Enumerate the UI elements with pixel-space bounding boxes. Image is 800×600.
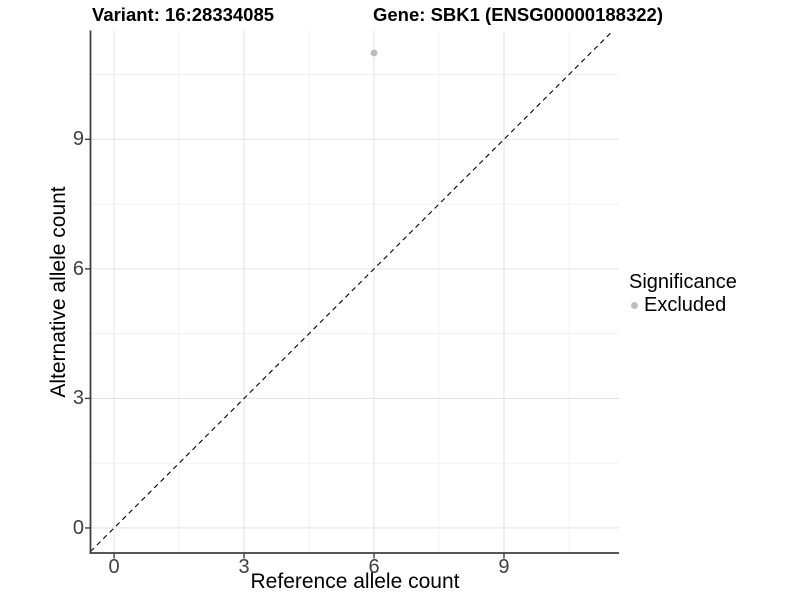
y-tick-label: 6 <box>72 257 84 280</box>
x-tick-label: 3 <box>238 556 250 578</box>
identity-reference-line <box>90 30 614 552</box>
variant-title: Variant: 16:28334085 <box>92 4 275 25</box>
legend: Significance Excluded <box>629 271 737 316</box>
legend-point-icon <box>631 301 638 309</box>
y-tick-label: 3 <box>72 387 84 410</box>
legend-item-label: Excluded <box>644 294 727 316</box>
x-axis-title: Reference allele count <box>250 570 460 593</box>
x-tick-label: 6 <box>368 556 380 578</box>
y-tick-label: 0 <box>72 516 84 539</box>
legend-item-excluded: Excluded <box>629 294 737 316</box>
legend-title: Significance <box>629 271 737 293</box>
x-tick-label: 9 <box>498 556 510 578</box>
data-point <box>370 49 378 57</box>
y-axis-title: Alternative allele count <box>47 186 70 398</box>
x-tick-label: 0 <box>108 556 120 578</box>
gene-title: Gene: SBK1 (ENSG00000188322) <box>373 4 663 25</box>
y-tick-label: 9 <box>72 128 84 151</box>
